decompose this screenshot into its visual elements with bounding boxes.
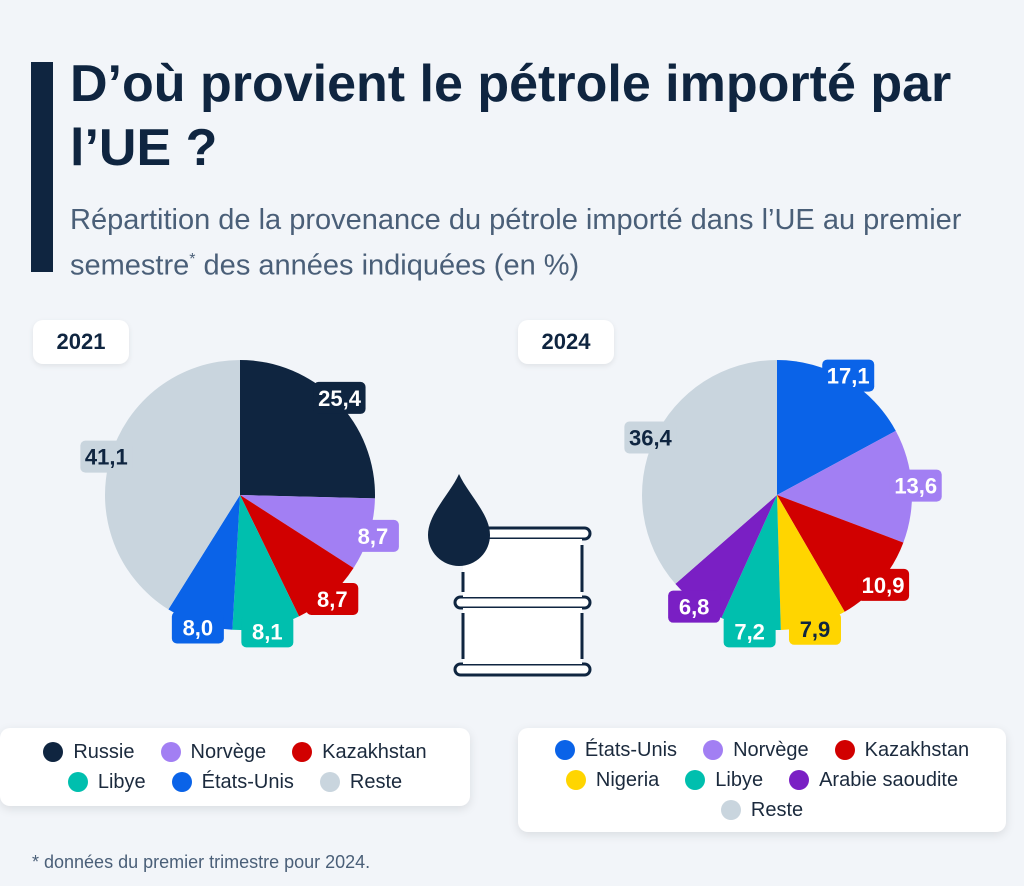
legend-2024: États-Unis Norvège Kazakhstan Nigeria Libye A…	[518, 728, 1006, 832]
slice-Russie	[240, 360, 375, 499]
chart-subtitle: Répartition de la provenance du pétrole …	[70, 200, 970, 286]
data-label-box	[306, 583, 359, 616]
legend-item: Reste	[319, 770, 403, 794]
slice-Reste	[104, 359, 240, 610]
data-label: 8,0	[183, 616, 214, 641]
legend-label: Reste	[750, 798, 804, 821]
data-label-box	[171, 611, 224, 644]
legend-swatch	[171, 772, 192, 792]
slice-États-Unis	[777, 360, 896, 495]
title-accent-bar	[31, 62, 53, 272]
legend-label: Russie	[73, 740, 135, 763]
legend-label: Libye	[97, 770, 146, 793]
legend-item: Norvège	[160, 740, 267, 764]
data-label-box	[668, 590, 721, 623]
data-label: 17,1	[827, 364, 870, 389]
legend-label: Arabie saoudite	[819, 768, 959, 791]
data-label-box	[624, 421, 677, 454]
data-label-box	[723, 615, 776, 648]
data-label: 7,9	[800, 617, 831, 642]
legend-swatch	[43, 742, 64, 762]
slice-Norvège	[777, 430, 912, 543]
legend-2021: Russie Norvège Kazakhstan Libye États-Unis Re…	[0, 728, 470, 806]
legend-item: Libye	[67, 770, 146, 794]
slice-Nigeria	[777, 495, 845, 630]
legend-item: Russie	[43, 740, 135, 764]
legend-swatch	[67, 772, 88, 792]
legend-label: États-Unis	[584, 738, 678, 761]
data-label-box	[822, 359, 875, 392]
legend-label: Reste	[349, 770, 403, 793]
data-label: 7,2	[734, 619, 765, 644]
subtitle-text: Répartition de la provenance du pétrole …	[70, 204, 962, 282]
data-label-box	[80, 440, 133, 473]
legend-item: Kazakhstan	[292, 740, 427, 764]
legend-item: Arabie saoudite	[789, 768, 958, 792]
legend-item: Nigeria	[565, 768, 660, 792]
legend-swatch	[834, 740, 855, 760]
legend-swatch	[565, 770, 586, 790]
legend-swatch	[685, 770, 706, 790]
footnote: * données du premier trimestre pour 2024…	[32, 852, 371, 872]
data-label-box	[346, 519, 399, 552]
oil-barrel-drop-icon	[428, 474, 592, 677]
legend-swatch	[319, 772, 340, 792]
legend-swatch	[720, 800, 741, 820]
subtitle-text-end: des années indiquées (en %)	[195, 249, 580, 282]
data-label: 36,4	[629, 426, 673, 451]
data-label: 8,7	[317, 587, 348, 612]
legend-label: États-Unis	[201, 770, 294, 793]
data-label: 13,6	[894, 474, 937, 499]
legend-label: Kazakhstan	[864, 738, 970, 761]
legend-item: États-Unis	[171, 770, 294, 794]
legend-item: Kazakhstan	[834, 738, 970, 762]
legend-item: Norvège	[703, 738, 809, 762]
slice-Libye	[721, 495, 781, 630]
data-label-box	[889, 469, 942, 502]
data-label: 8,7	[358, 524, 389, 549]
data-label: 6,8	[679, 595, 710, 620]
legend-swatch	[789, 770, 810, 790]
legend-item: Libye	[685, 768, 763, 792]
year-badge-2024: 2024	[518, 320, 614, 364]
subtitle-asterisk: *	[189, 251, 196, 268]
data-label: 8,1	[252, 619, 283, 644]
data-label-box	[313, 381, 366, 414]
data-label-box	[241, 615, 294, 648]
legend-swatch	[554, 740, 575, 760]
slice-Reste	[642, 360, 777, 584]
data-label-box	[857, 568, 910, 601]
slice-Libye	[232, 495, 300, 630]
legend-swatch	[703, 740, 724, 760]
data-label: 41,1	[85, 445, 128, 470]
slice-Norvège	[240, 495, 375, 569]
slice-Arabie saoudite	[675, 495, 777, 619]
legend-label: Nigeria	[595, 768, 660, 791]
legend-label: Norvège	[733, 738, 809, 761]
legend-label: Kazakhstan	[322, 740, 427, 763]
legend-label: Libye	[715, 768, 764, 791]
legend-swatch	[160, 742, 181, 762]
legend-swatch	[292, 742, 313, 762]
legend-item: Reste	[720, 798, 804, 822]
data-label: 10,9	[862, 573, 905, 598]
year-badge-2021: 2021	[33, 320, 129, 364]
legend-item: États-Unis	[554, 738, 678, 762]
data-label-box	[788, 612, 841, 645]
legend-label: Norvège	[190, 740, 267, 763]
data-label: 25,4	[318, 386, 362, 411]
chart-title: D’où provient le pétrole importé par l’U…	[70, 55, 952, 177]
slice-États-Unis	[168, 495, 240, 630]
